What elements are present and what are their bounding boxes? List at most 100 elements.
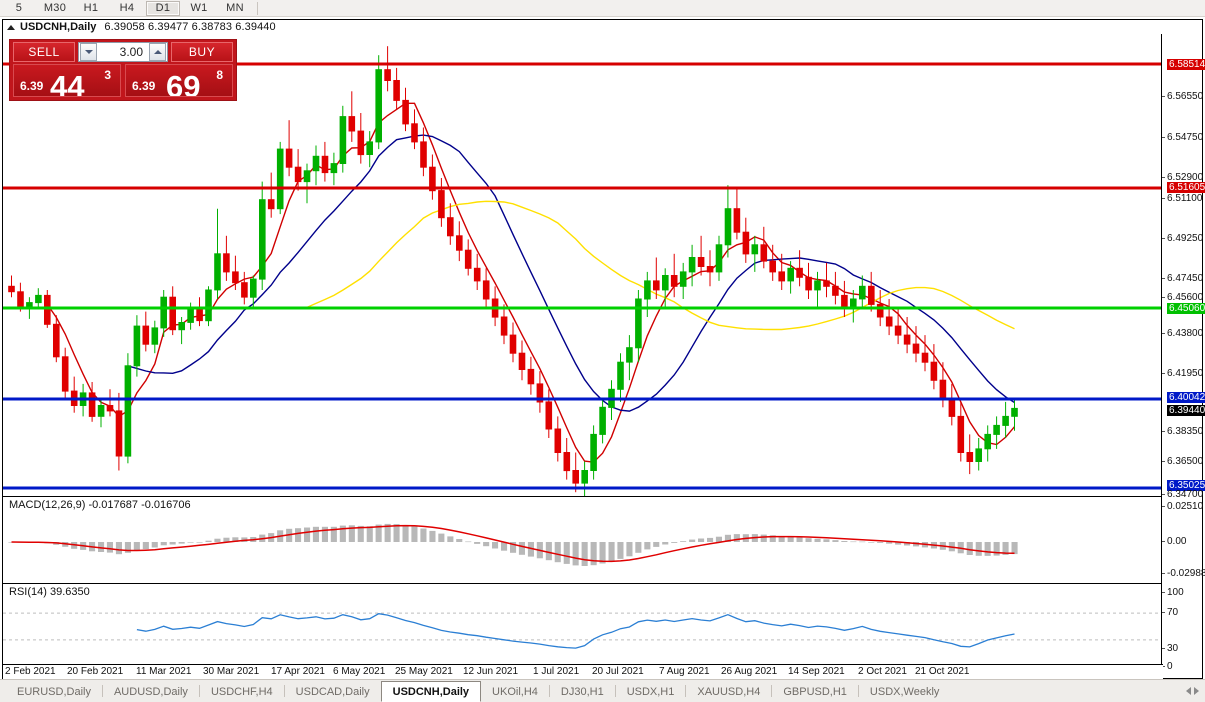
tab-usdcad-daily[interactable]: USDCAD,Daily xyxy=(295,686,370,698)
price-tick-6.45600: 6.45600 xyxy=(1162,292,1203,303)
buy-price-prefix: 6.39 xyxy=(132,79,156,93)
time-label: 11 Mar 2021 xyxy=(136,666,192,677)
price-tick-6.40042: 6.40042 xyxy=(1162,392,1205,403)
scroll-right-icon[interactable] xyxy=(1194,686,1199,695)
tab-usdx-h1[interactable]: USDX,H1 xyxy=(626,686,675,698)
price-chart-svg xyxy=(3,46,1163,496)
tab-usdcnh-daily[interactable]: USDCNH,Daily xyxy=(380,681,482,702)
rsi-pane[interactable]: RSI(14) 39.6350 xyxy=(3,583,1163,664)
rsi-chart-svg xyxy=(3,612,1163,649)
price-tick-6.51605: 6.51605 xyxy=(1162,182,1205,193)
tab-separator xyxy=(548,685,550,697)
timeframe-5[interactable]: 5 xyxy=(15,2,23,14)
volume-input[interactable]: 3.00 xyxy=(119,45,143,59)
tab-separator xyxy=(101,685,103,697)
price-tick-6.47450: 6.47450 xyxy=(1162,273,1203,284)
buy-price-fraction: 8 xyxy=(216,68,223,82)
ohlc-values: 6.39058 6.39477 6.38783 6.39440 xyxy=(104,21,276,33)
one-click-trading-panel: SELL 3.00 BUY 6.39 44 3 6.39 69 8 xyxy=(9,39,237,101)
sell-button[interactable]: SELL xyxy=(13,42,75,62)
macd-tick--0.02988: -0.02988 xyxy=(1162,568,1205,579)
collapse-triangle-icon[interactable] xyxy=(7,24,15,30)
macd-pane[interactable]: MACD(12,26,9) -0.017687 -0.016706 xyxy=(3,496,1163,583)
macd-chart-svg xyxy=(8,523,1018,566)
tab-audusd-daily[interactable]: AUDUSD,Daily xyxy=(113,686,188,698)
buy-price-box[interactable]: 6.39 69 8 xyxy=(125,64,233,97)
timeframe-h1[interactable]: H1 xyxy=(83,2,99,14)
time-label: 1 Jul 2021 xyxy=(533,666,580,677)
time-label: 26 Aug 2021 xyxy=(721,666,778,677)
tab-separator xyxy=(685,685,687,697)
spinner-up-icon[interactable] xyxy=(149,43,166,61)
sell-price-main: 44 xyxy=(50,69,85,97)
chart-tab-bar[interactable]: EURUSD,Daily AUDUSD,Daily USDCHF,H4 USDCAD,… xyxy=(0,679,1205,702)
sell-price-box[interactable]: 6.39 44 3 xyxy=(13,64,121,97)
time-label: 7 Aug 2021 xyxy=(659,666,710,677)
tab-usdx-weekly[interactable]: USDX,Weekly xyxy=(869,686,940,698)
sell-price-fraction: 3 xyxy=(104,68,111,82)
timeframe-d1[interactable]: D1 xyxy=(146,0,180,16)
timeframe-h4[interactable]: H4 xyxy=(119,2,135,14)
rsi-tick-0: 0 xyxy=(1162,661,1203,672)
tab-gbpusd-h1[interactable]: GBPUSD,H1 xyxy=(783,686,847,698)
trade-panel-prices: 6.39 44 3 6.39 69 8 xyxy=(10,64,236,100)
time-label: 30 Mar 2021 xyxy=(203,666,260,677)
price-tick-6.56550: 6.56550 xyxy=(1162,91,1203,102)
time-label: 14 Sep 2021 xyxy=(788,666,845,677)
timeframe-m30[interactable]: M30 xyxy=(43,2,67,14)
rsi-tick-30: 30 xyxy=(1162,643,1203,654)
price-tick-6.58514: 6.58514 xyxy=(1162,59,1205,70)
price-tick-6.34700: 6.34700 xyxy=(1162,489,1203,500)
tab-ukoil-h4[interactable]: UKOil,H4 xyxy=(492,686,538,698)
rsi-label: RSI(14) 39.6350 xyxy=(7,586,92,598)
scroll-left-icon[interactable] xyxy=(1186,686,1191,695)
chart-window: USDCNH,Daily 6.39058 6.39477 6.38783 6.3… xyxy=(2,19,1205,679)
price-tick-6.41950: 6.41950 xyxy=(1162,368,1203,379)
rsi-tick-100: 100 xyxy=(1162,587,1203,598)
timeframe-toolbar: 5 M30 H1 H4 D1 W1 MN xyxy=(0,0,1205,17)
symbol-name: USDCNH,Daily xyxy=(20,21,97,33)
buy-button[interactable]: BUY xyxy=(171,42,233,62)
price-tick-6.43800: 6.43800 xyxy=(1162,328,1203,339)
trade-panel-controls: SELL 3.00 BUY xyxy=(10,40,236,64)
spinner-down-icon[interactable] xyxy=(80,43,97,61)
tab-xauusd-h4[interactable]: XAUUSD,H4 xyxy=(697,686,761,698)
sell-price-prefix: 6.39 xyxy=(20,79,44,93)
timeframe-mn[interactable]: MN xyxy=(226,2,244,14)
tab-separator xyxy=(198,685,200,697)
macd-tick-0.00: 0.00 xyxy=(1162,536,1203,547)
tab-eurusd-daily[interactable]: EURUSD,Daily xyxy=(17,686,91,698)
time-label: 6 May 2021 xyxy=(333,666,386,677)
toolbar-separator xyxy=(257,1,258,15)
price-tick-6.49250: 6.49250 xyxy=(1162,233,1203,244)
price-tick-6.39440: 6.39440 xyxy=(1162,405,1205,416)
price-pane[interactable] xyxy=(3,34,1163,496)
time-label: 20 Jul 2021 xyxy=(592,666,644,677)
price-tick-6.45060: 6.45060 xyxy=(1162,303,1205,314)
timeframe-w1[interactable]: W1 xyxy=(190,2,208,14)
tab-dj30-h1[interactable]: DJ30,H1 xyxy=(560,686,604,698)
volume-stepper[interactable]: 3.00 xyxy=(78,42,168,62)
rsi-tick-70: 70 xyxy=(1162,607,1203,618)
macd-label: MACD(12,26,9) -0.017687 -0.016706 xyxy=(7,499,193,511)
macd-tick-0.02510: 0.02510 xyxy=(1162,501,1203,512)
tab-separator xyxy=(771,685,773,697)
time-label: 20 Feb 2021 xyxy=(67,666,124,677)
tab-separator xyxy=(614,685,616,697)
tab-separator xyxy=(283,685,285,697)
time-axis: 2 Feb 2021 20 Feb 2021 11 Mar 2021 30 Mar 2… xyxy=(3,664,1163,679)
tab-separator xyxy=(857,685,859,697)
tab-usdchf-h4[interactable]: USDCHF,H4 xyxy=(210,686,273,698)
price-tick-6.36500: 6.36500 xyxy=(1162,456,1203,467)
price-tick-6.38350: 6.38350 xyxy=(1162,426,1203,437)
chart-header: USDCNH,Daily 6.39058 6.39477 6.38783 6.3… xyxy=(3,20,1202,34)
time-label: 2 Feb 2021 xyxy=(5,666,56,677)
time-label: 12 Jun 2021 xyxy=(463,666,519,677)
buy-price-main: 69 xyxy=(166,69,201,97)
time-label: 25 May 2021 xyxy=(395,666,453,677)
horizontal-scrollbar[interactable] xyxy=(1159,681,1203,700)
price-tick-6.35025: 6.35025 xyxy=(1162,480,1205,491)
price-scale[interactable]: 6.58514 6.56550 6.54750 6.52900 6.51605 6.511… xyxy=(1161,34,1205,672)
time-label: 17 Apr 2021 xyxy=(271,666,325,677)
